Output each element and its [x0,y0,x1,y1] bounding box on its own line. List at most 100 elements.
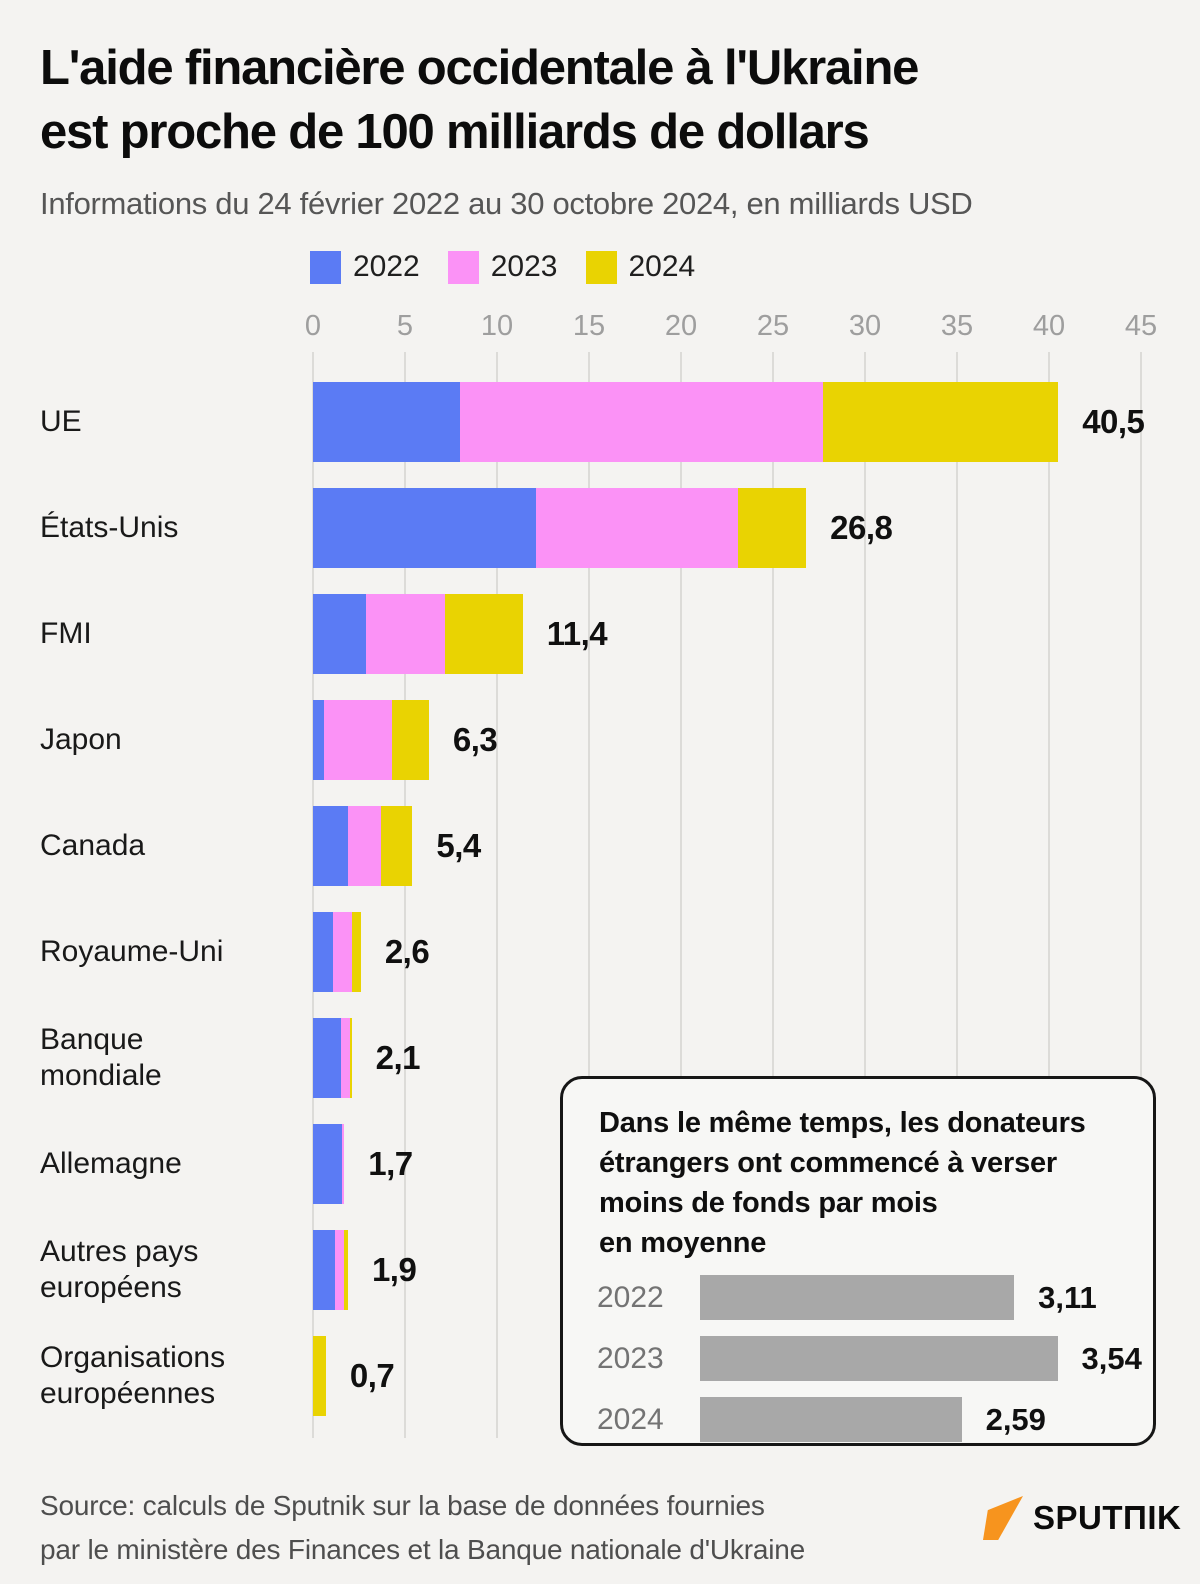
legend-item-2024: 2024 [585,250,695,284]
bar-category-label: Japon [40,723,122,756]
bar-segment-2024 [381,806,413,886]
source-note: Source: calculs de Sputnik sur la base d… [40,1484,805,1572]
bar-total-label: 40,5 [1082,403,1145,440]
bar-segment-2023 [340,1018,350,1098]
bar-stack [313,1018,352,1098]
bar-segment-2023 [347,806,382,886]
legend: 2022 2023 2024 [310,250,695,284]
legend-label: 2023 [490,250,558,283]
bar-segment-2022 [313,912,334,992]
legend-item-2023: 2023 [447,250,558,284]
bar-segment-2022 [313,488,536,568]
bar-total-label: 26,8 [830,509,893,546]
x-axis-gridline [772,352,774,1438]
bar-segment-2022 [313,594,367,674]
bar-stack [313,382,1059,462]
x-axis-gridline [312,352,314,1438]
bar-stack [313,1230,348,1310]
inset-bar [700,1336,1058,1381]
bar-total-label: 1,9 [371,1251,417,1288]
x-axis-gridline [1140,352,1142,1438]
x-axis-gridline [864,352,866,1438]
x-axis-tick-label: 15 [572,310,606,342]
bar-segment-2022 [313,382,461,462]
inset-year-label: 2024 [597,1402,664,1436]
bar-segment-2022 [313,1230,336,1310]
bar-segment-2023 [342,1124,345,1204]
x-axis-gridline [404,352,406,1438]
bar-stack [313,1124,345,1204]
bar-category-label: UE [40,405,82,438]
legend-swatch-2022 [310,250,341,284]
bar-stack [313,912,361,992]
bar-category-label: Canada [40,829,146,862]
aid-bar-chart: 0 5 10 15 20 25 30 35 40 45 UE 40,5 États-Unis 26,8 FM… [0,310,1200,1440]
x-axis-gridline [496,352,498,1438]
bar-stack [313,1336,326,1416]
bar-segment-2024 [351,912,361,992]
bar-segment-2024 [392,700,429,780]
x-axis-tick-label: 5 [396,310,414,342]
bar-segment-2024 [349,1018,352,1098]
bar-total-label: 5,4 [436,827,481,864]
inset-bar [700,1275,1015,1320]
bar-stack [313,700,429,780]
bar-total-label: 11,4 [546,615,608,652]
bar-total-label: 1,7 [368,1145,413,1182]
bar-segment-2022 [313,806,348,886]
x-axis-tick-label: 45 [1124,310,1158,342]
x-axis-tick-label: 30 [848,310,882,342]
bar-segment-2023 [460,382,823,462]
legend-swatch-2023 [447,250,479,284]
x-axis-gridline [956,352,958,1438]
bar-segment-2024 [344,1230,348,1310]
title-line-2: est proche de 100 milliards de dollars [40,105,870,159]
source-line-1: Source: calculs de Sputnik sur la base d… [40,1490,765,1521]
legend-item-2022: 2022 [310,250,420,284]
x-axis-tick-label: 10 [480,310,514,342]
title-line-1: L'aide financière occidentale à l'Ukrain… [40,41,919,95]
bar-segment-2023 [535,488,739,568]
x-axis-gridline [588,352,590,1438]
bar-stack [313,594,523,674]
inset-year-label: 2023 [597,1341,664,1375]
bar-category-label: FMI [40,617,92,650]
x-axis-tick-label: 35 [940,310,974,342]
inset-value-label: 2,59 [985,1401,1046,1437]
bar-segment-2024 [313,1336,326,1416]
bar-segment-2023 [324,700,393,780]
x-axis-tick-label: 25 [756,310,790,342]
sputnik-logo: SPUTΠIK [983,1496,1181,1540]
bar-total-label: 2,1 [375,1039,421,1076]
bar-category-label: États-Unis [40,511,179,544]
sputnik-logo-text: SPUTΠIK [1033,1499,1182,1536]
bar-category-label: Autres pays européens [40,1235,199,1304]
bar-stack [313,806,413,886]
bar-segment-2022 [313,700,325,780]
bar-category-label: Banque mondiale [40,1023,162,1092]
inset-value-label: 3,54 [1081,1340,1142,1376]
inset-year-label: 2022 [597,1280,664,1314]
bar-segment-2024 [738,488,807,568]
bar-segment-2024 [822,382,1059,462]
subtitle: Informations du 24 février 2022 au 30 oc… [40,186,973,221]
x-axis-tick-label: 40 [1032,310,1066,342]
legend-label: 2022 [353,250,420,283]
bar-stack [313,488,807,568]
bar-segment-2022 [313,1018,341,1098]
inset-panel: Dans le même temps, les donateurs étrang… [560,1076,1156,1446]
inset-title: Dans le même temps, les donateurs étrang… [599,1107,1086,1259]
bar-segment-2023 [366,594,446,674]
bar-total-label: 6,3 [452,721,498,758]
bar-category-label: Organisations européennes [40,1341,226,1410]
sputnik-flag-icon [983,1496,1023,1540]
bar-segment-2024 [445,594,523,674]
page-title: L'aide financière occidentale à l'Ukrain… [40,36,919,164]
bar-segment-2022 [313,1124,343,1204]
legend-swatch-2024 [585,250,617,284]
bar-segment-2023 [335,1230,345,1310]
bar-segment-2023 [333,912,352,992]
source-line-2: par le ministère des Finances et la Banq… [40,1534,805,1565]
inset-bar [700,1397,962,1442]
